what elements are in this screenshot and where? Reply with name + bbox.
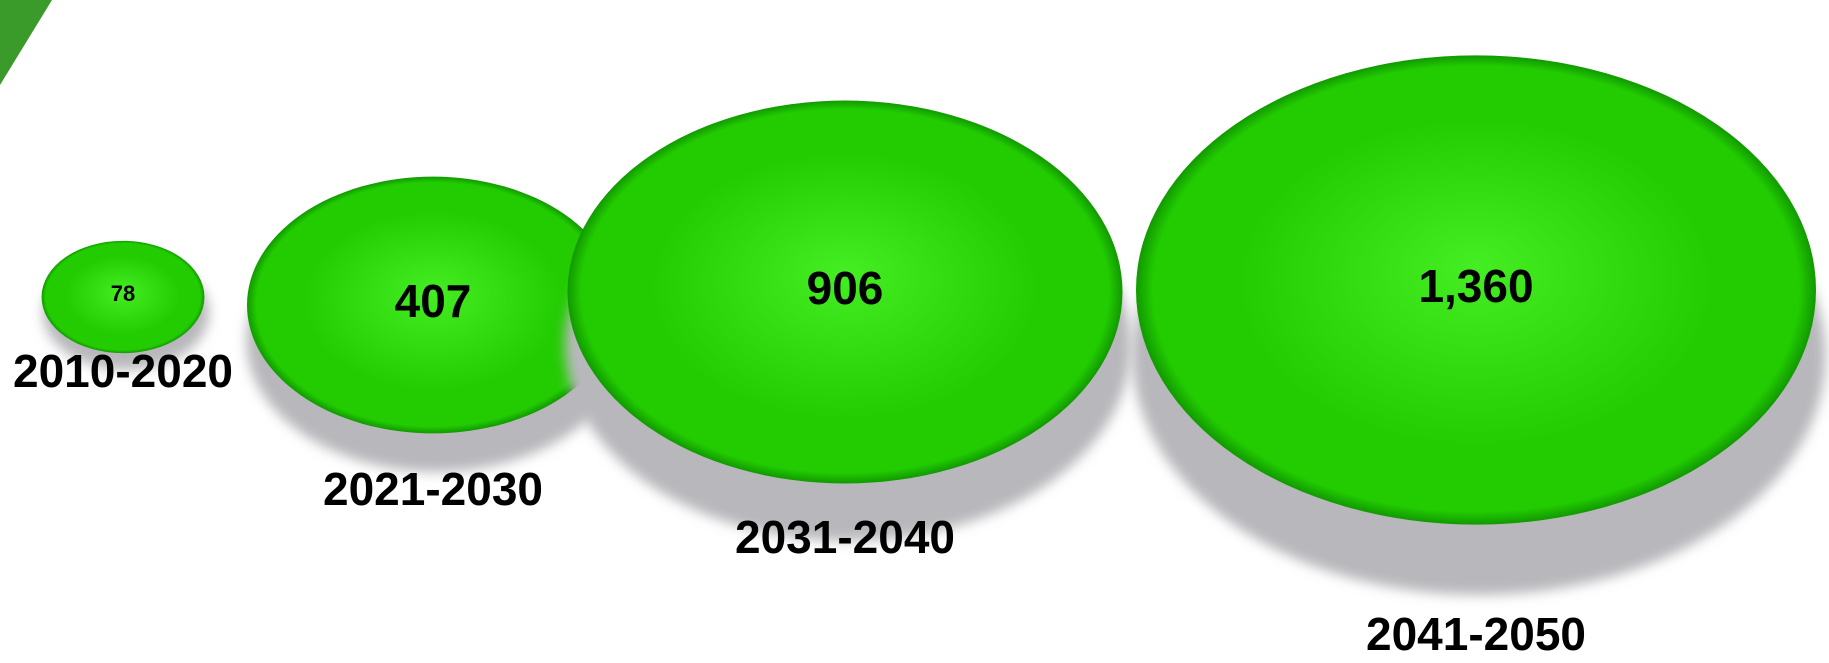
bubble-marks: 78 2010-2020 407 2021-2030 906 2031-2040 1,360…	[13, 55, 1826, 660]
bubble-value-label: 78	[111, 281, 135, 306]
bubble-2021-2030	[247, 176, 619, 434]
corner-accent-shape	[0, 0, 52, 85]
category-label: 2041-2050	[1366, 608, 1586, 658]
bubble-2041-2050	[1136, 55, 1816, 525]
bubble-value-label: 906	[807, 262, 884, 314]
bubble-value-label: 407	[395, 275, 472, 327]
category-label: 2021-2030	[323, 463, 543, 515]
bubble-value-label: 1,360	[1418, 260, 1533, 312]
bubble-2031-2040	[567, 100, 1123, 484]
category-label: 2031-2040	[735, 511, 955, 563]
bubble-2010-2020	[41, 240, 205, 354]
category-label: 2010-2020	[13, 345, 233, 397]
